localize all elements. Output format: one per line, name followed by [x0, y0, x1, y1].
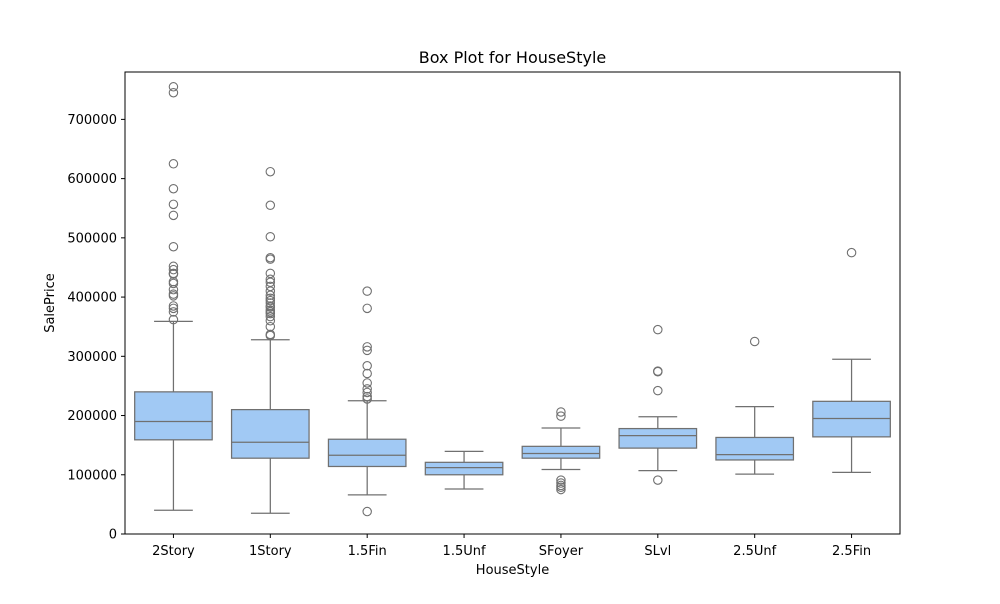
outlier-point — [362, 361, 372, 371]
x-tick-label: 1Story — [249, 544, 292, 559]
x-tick-label: 2Story — [152, 544, 195, 559]
x-tick-label: SLvl — [644, 544, 671, 559]
box-iqr — [327, 438, 407, 468]
y-axis-title: SalePrice — [43, 273, 58, 333]
outlier-point — [168, 301, 179, 311]
outlier-point — [556, 480, 566, 491]
outlier-point — [653, 385, 663, 396]
outlier-point — [168, 199, 179, 210]
x-tick-label: 2.5Fin — [832, 544, 871, 559]
outlier-point — [556, 484, 566, 495]
chart-title: Box Plot for HouseStyle — [419, 48, 606, 67]
outlier-point — [362, 342, 372, 352]
outlier-point — [556, 475, 566, 485]
outlier-point — [168, 261, 179, 272]
outlier-point — [362, 286, 372, 296]
outlier-point — [265, 301, 276, 311]
y-tick-label: 200000 — [67, 409, 117, 424]
outlier-point — [749, 336, 760, 347]
outlier-point — [265, 293, 276, 304]
outlier-point — [265, 281, 276, 292]
outlier-point — [168, 268, 179, 279]
box-iqr — [134, 391, 213, 441]
box-iqr — [618, 427, 698, 449]
outlier-point — [265, 298, 276, 308]
outlier-point — [265, 232, 276, 242]
outlier-point — [653, 324, 663, 335]
outlier-point — [265, 166, 276, 177]
plot-layer: 0 100000 200000 300000 400000 500000 600000 700… — [67, 82, 891, 559]
y-tick-label: 500000 — [67, 231, 117, 246]
outlier-point — [362, 378, 372, 388]
plot-frame — [124, 71, 901, 535]
outlier-point — [362, 387, 372, 398]
outlier-point — [265, 295, 276, 306]
outlier-point — [362, 394, 372, 404]
outlier-point — [168, 87, 179, 98]
y-tick-label: 0 — [109, 528, 117, 543]
y-tick-label: 700000 — [67, 113, 117, 128]
outlier-point — [168, 264, 179, 275]
outlier-point — [168, 303, 179, 314]
x-tick-label: 2.5Unf — [733, 544, 776, 559]
outlier-point — [265, 252, 276, 263]
outlier-point — [265, 305, 276, 315]
outlier-point — [362, 391, 372, 402]
outlier-point — [362, 384, 372, 394]
outlier-point — [265, 311, 276, 322]
box-iqr — [521, 445, 601, 459]
outlier-point — [168, 241, 179, 252]
box-iqr — [715, 436, 795, 461]
outlier-point — [846, 247, 857, 258]
outlier-point — [168, 82, 179, 92]
y-tick-label: 400000 — [67, 291, 117, 306]
outlier-point — [265, 268, 276, 279]
outlier-point — [556, 478, 566, 488]
outlier-point — [653, 475, 663, 485]
x-axis-title: HouseStyle — [476, 563, 549, 578]
outlier-point — [168, 289, 179, 299]
outlier-point — [556, 411, 566, 421]
outlier-point — [265, 274, 276, 285]
box-iqr — [230, 408, 310, 459]
y-tick-label: 600000 — [67, 172, 117, 187]
x-tick-label: 1.5Fin — [348, 544, 387, 559]
outlier-point — [265, 321, 276, 332]
outlier-point — [362, 345, 372, 356]
outlier-point — [168, 314, 179, 325]
y-tick-label: 300000 — [67, 350, 117, 365]
outlier-point — [168, 159, 179, 169]
outlier-point — [265, 329, 276, 340]
outlier-point — [168, 307, 179, 317]
x-tick-label: SFoyer — [539, 544, 584, 559]
outlier-point — [556, 407, 566, 417]
outlier-point — [653, 366, 663, 376]
outlier-point — [362, 506, 372, 517]
outlier-point — [362, 303, 372, 314]
outlier-point — [362, 368, 372, 379]
y-tick-label: 100000 — [67, 468, 117, 483]
outlier-point — [265, 200, 276, 211]
x-tick-label: 1.5Unf — [443, 544, 486, 559]
outlier-point — [168, 183, 179, 194]
outlier-point — [168, 210, 179, 221]
box-iqr — [424, 461, 504, 476]
